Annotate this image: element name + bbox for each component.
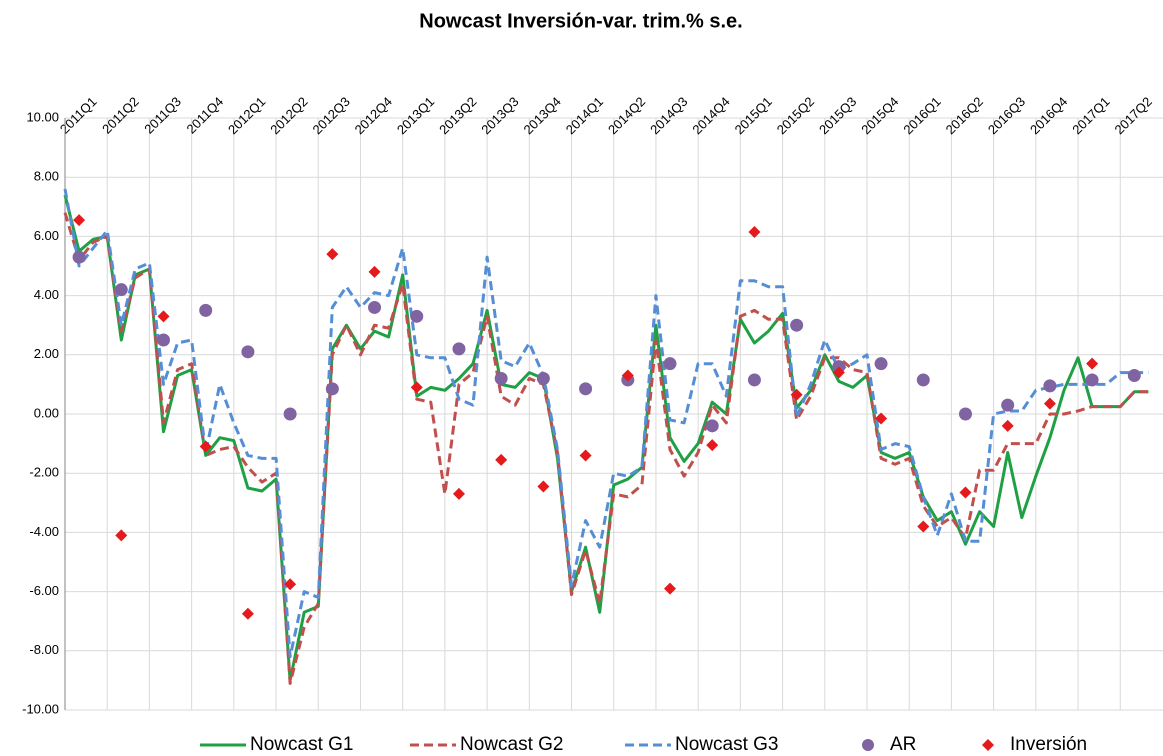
y-tick-label: 0.00 — [34, 405, 59, 420]
ar-point — [916, 373, 930, 387]
legend-marker — [862, 739, 874, 751]
inversion-point — [875, 412, 888, 425]
ar-point — [283, 407, 297, 421]
ar-point — [452, 342, 466, 356]
x-tick-label: 2016Q2 — [943, 94, 986, 137]
x-tick-label: 2016Q4 — [1027, 94, 1070, 137]
legend-label: Nowcast G2 — [460, 734, 563, 755]
x-tick-label: 2015Q2 — [774, 94, 817, 137]
y-tick-label: 10.00 — [26, 109, 59, 124]
x-tick-label: 2017Q2 — [1111, 94, 1154, 137]
y-tick-label: 6.00 — [34, 228, 59, 243]
ar-point — [114, 283, 128, 297]
inversion-point — [73, 214, 86, 227]
ar-point — [1085, 373, 1099, 387]
y-tick-label: 4.00 — [34, 287, 59, 302]
chart-title: Nowcast Inversión-var. trim.% s.e. — [419, 10, 742, 32]
x-tick-label: 2016Q3 — [985, 94, 1028, 137]
x-tick-label: 2011Q1 — [57, 94, 100, 137]
x-tick-label: 2013Q2 — [436, 94, 479, 137]
ar-point — [199, 303, 213, 317]
x-tick-label: 2015Q4 — [858, 94, 901, 137]
inversion-point — [241, 607, 254, 620]
legend-label: Nowcast G1 — [250, 734, 353, 755]
inversion-point — [917, 520, 930, 533]
inversion-point — [115, 529, 128, 542]
inversion-point — [495, 453, 508, 466]
x-tick-label: 2011Q2 — [99, 94, 142, 137]
x-tick-label: 2013Q3 — [478, 94, 521, 137]
ar-point — [156, 333, 170, 347]
ar-point — [790, 318, 804, 332]
x-tick-label: 2012Q4 — [352, 94, 395, 137]
y-tick-label: -10.00 — [22, 701, 59, 716]
legend-label: AR — [890, 734, 916, 755]
inversion-point — [621, 369, 634, 382]
ar-point — [410, 309, 424, 323]
ar-point — [1001, 398, 1015, 412]
inversion-point — [832, 366, 845, 379]
x-tick-label: 2011Q3 — [141, 94, 184, 137]
y-tick-label: -4.00 — [29, 524, 59, 539]
ar-point — [325, 382, 339, 396]
ar-point — [536, 371, 550, 385]
x-tick-label: 2012Q3 — [309, 94, 352, 137]
legend-label: Inversión — [1010, 734, 1087, 755]
ar-point — [241, 345, 255, 359]
x-tick-label: 2014Q2 — [605, 94, 648, 137]
ar-point — [1043, 379, 1057, 393]
x-tick-label: 2015Q3 — [816, 94, 859, 137]
inversion-point — [1001, 419, 1014, 432]
inversion-point — [706, 439, 719, 452]
ar-point — [1127, 369, 1141, 383]
inversion-point — [410, 381, 423, 394]
series-line — [63, 194, 1149, 682]
ar-point — [705, 419, 719, 433]
inversion-point — [199, 440, 212, 453]
legend-label: Nowcast G3 — [675, 734, 778, 755]
inversion-point — [664, 582, 677, 595]
x-tick-label: 2014Q3 — [647, 94, 690, 137]
ar-point — [579, 382, 593, 396]
ar-point — [663, 357, 677, 371]
ar-point — [958, 407, 972, 421]
inversion-point — [452, 487, 465, 500]
x-tick-label: 2016Q1 — [900, 94, 943, 137]
ar-point — [494, 371, 508, 385]
inversion-point — [537, 480, 550, 493]
inversion-point — [326, 248, 339, 261]
ar-point — [874, 357, 888, 371]
inversion-point — [790, 388, 803, 401]
x-tick-label: 2013Q4 — [521, 94, 564, 137]
legend-marker — [982, 739, 994, 751]
y-tick-label: 2.00 — [34, 346, 59, 361]
ar-point — [747, 373, 761, 387]
y-tick-label: -2.00 — [29, 465, 59, 480]
x-tick-label: 2017Q1 — [1069, 94, 1112, 137]
inversion-point — [748, 225, 761, 238]
x-tick-label: 2014Q4 — [689, 94, 732, 137]
series-line — [63, 188, 1149, 659]
inversion-point — [1043, 397, 1056, 410]
x-tick-label: 2012Q1 — [225, 94, 268, 137]
x-tick-label: 2015Q1 — [732, 94, 775, 137]
y-tick-label: -8.00 — [29, 642, 59, 657]
x-tick-label: 2011Q4 — [184, 94, 227, 137]
inversion-point — [1086, 357, 1099, 370]
x-tick-label: 2013Q1 — [394, 94, 437, 137]
x-tick-label: 2014Q1 — [563, 94, 606, 137]
y-tick-label: 8.00 — [34, 169, 59, 184]
inversion-point — [579, 449, 592, 462]
inversion-point — [959, 486, 972, 499]
y-tick-label: -6.00 — [29, 583, 59, 598]
ar-point — [368, 300, 382, 314]
inversion-point — [157, 310, 170, 323]
inversion-point — [284, 578, 297, 591]
ar-point — [72, 250, 86, 264]
inversion-point — [368, 265, 381, 278]
series-line — [63, 212, 1149, 685]
x-tick-label: 2012Q2 — [267, 94, 310, 137]
